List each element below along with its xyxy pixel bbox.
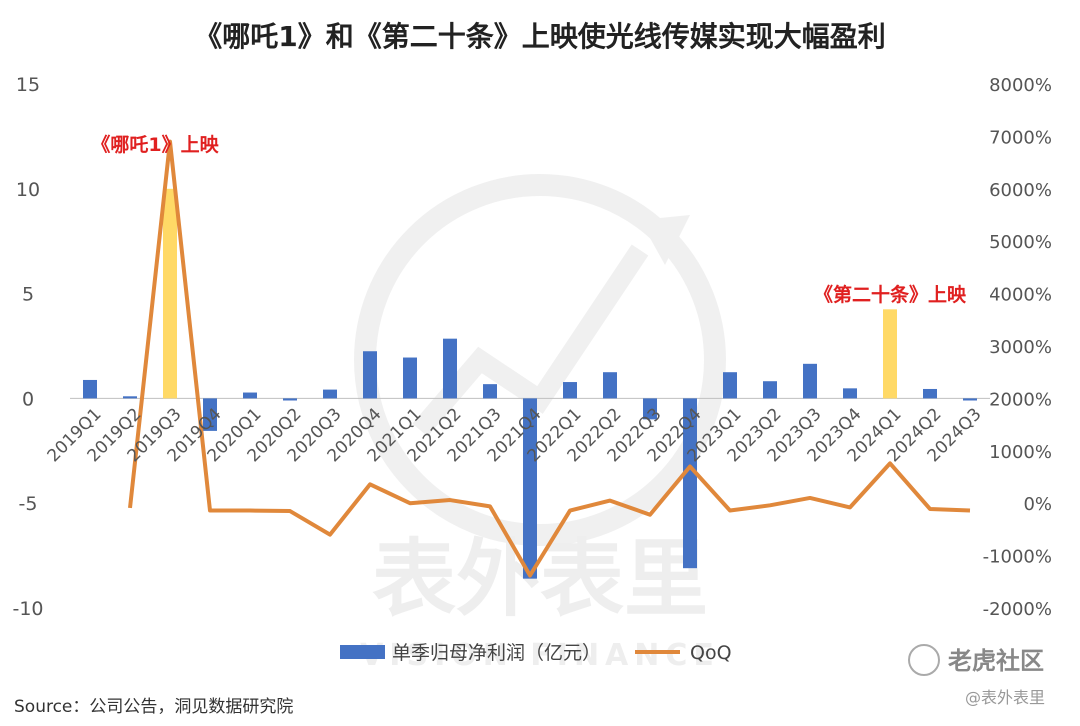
legend-bar-swatch [340, 645, 385, 659]
watermark-logo: 表外表里 VISION FINANCE [354, 174, 726, 673]
bar-2019Q2 [123, 396, 137, 399]
legend: 单季归母净利润（亿元） QoQ [340, 642, 732, 664]
watermark-center-subtext: VISION FINANCE [360, 638, 720, 673]
bar-2023Q4 [843, 388, 857, 399]
right-tick-label: 0% [1023, 494, 1052, 515]
annotation-nezha: 《哪吒1》上映 [91, 133, 219, 156]
left-tick-label: 0 [22, 388, 34, 410]
bar-2024Q2 [923, 388, 937, 399]
bar-2024Q3 [963, 398, 977, 401]
badge-text: 老虎社区 [948, 647, 1044, 675]
right-axis: 8000% 7000% 6000% 5000% 4000% 3000% 2000% 1000%… [983, 75, 1052, 620]
category-axis: 2019Q12019Q22019Q32019Q42020Q12020Q22020… [44, 404, 986, 466]
qoq-line [128, 139, 971, 578]
right-tick-label: -1000% [983, 547, 1052, 568]
bar-2021Q1 [403, 357, 417, 399]
right-tick-label: 4000% [989, 285, 1052, 306]
left-tick-label: 10 [16, 179, 40, 201]
bar-2024Q1 [883, 309, 897, 399]
left-tick-label: 15 [16, 74, 40, 96]
right-tick-label: 1000% [989, 442, 1052, 463]
bar-2019Q4 [203, 398, 217, 431]
bar-2019Q3 [163, 188, 177, 399]
tiger-logo-icon [908, 644, 940, 676]
right-tick-label: 2000% [989, 389, 1052, 410]
left-tick-label: -5 [19, 493, 38, 515]
legend-bar-label: 单季归母净利润（亿元） [392, 642, 601, 664]
bar-2020Q3 [323, 389, 337, 399]
right-tick-label: 5000% [989, 232, 1052, 253]
watermark-center-text: 表外表里 [372, 530, 708, 628]
chart-title: 《哪吒1》和《第二十条》上映使光线传媒实现大幅盈利 [194, 20, 886, 53]
bar-2020Q4 [363, 351, 377, 399]
handle-text: @表外表里 [965, 688, 1045, 707]
bar-2023Q3 [803, 363, 817, 399]
right-tick-label: 6000% [989, 180, 1052, 201]
left-tick-label: -10 [12, 598, 43, 620]
annotation-20th-article: 《第二十条》上映 [814, 283, 967, 306]
bar-2021Q4 [523, 398, 537, 579]
source-note: Source：公司公告，洞见数据研究院 [14, 697, 293, 717]
bar-2022Q4 [683, 398, 697, 569]
line-series [128, 139, 971, 578]
right-tick-label: 3000% [989, 337, 1052, 358]
bar-2020Q2 [283, 398, 297, 401]
bar-2022Q1 [563, 382, 577, 399]
right-tick-label: 8000% [989, 75, 1052, 96]
left-tick-label: 5 [22, 284, 34, 306]
bar-series [83, 188, 977, 579]
left-axis: 15 10 5 0 -5 -10 [12, 74, 43, 620]
bar-2021Q3 [483, 384, 497, 399]
bar-2019Q1 [83, 379, 97, 399]
bar-2022Q3 [643, 398, 657, 420]
right-tick-label: 7000% [989, 127, 1052, 148]
tiger-community-badge: 老虎社区 [908, 644, 1044, 676]
bar-2020Q1 [243, 392, 257, 399]
right-tick-label: -2000% [983, 599, 1052, 620]
bar-2023Q1 [723, 372, 737, 399]
bar-2022Q2 [603, 372, 617, 399]
bar-2021Q2 [443, 338, 457, 399]
legend-line-label: QoQ [690, 642, 732, 664]
bar-2023Q2 [763, 381, 777, 399]
